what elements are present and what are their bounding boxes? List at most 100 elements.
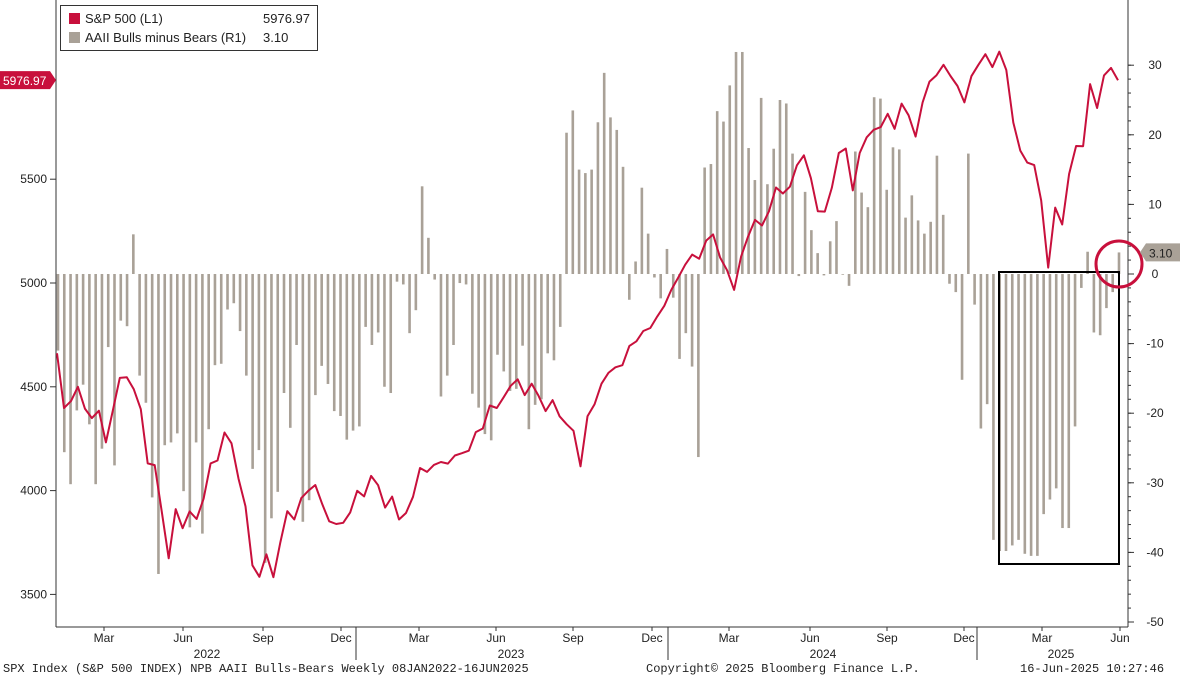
aaii-bar [584, 173, 587, 274]
aaii-bar [715, 111, 719, 274]
aaii-bar [276, 274, 280, 492]
aaii-bar [188, 274, 192, 528]
aaii-bar [157, 274, 160, 574]
aaii-bar [364, 274, 367, 327]
aaii-bar [973, 274, 976, 305]
aaii-bar [791, 153, 794, 274]
aaii-bar [75, 274, 79, 411]
aaii-bar [345, 274, 349, 440]
aaii-bar [992, 274, 995, 540]
aaii-bar [860, 192, 863, 274]
aaii-bar [697, 274, 700, 458]
right-tick-label: -40 [1146, 545, 1164, 559]
aaii-bar [1036, 274, 1039, 556]
x-month-label: Mar [1032, 631, 1053, 645]
aaii-last-tag-text: 3.10 [1149, 246, 1173, 260]
aaii-bar [81, 274, 85, 385]
aaii-bar [602, 72, 606, 274]
aaii-bar [590, 169, 593, 274]
aaii-bar [427, 237, 430, 274]
aaii-bar [772, 148, 776, 274]
aaii-bar [690, 274, 694, 367]
left-tick-label: 4500 [20, 380, 47, 394]
aaii-bar [471, 274, 474, 394]
aaii-bar [728, 85, 732, 274]
aaii-bar [741, 51, 744, 275]
aaii-bar [810, 230, 813, 274]
left-tick-label: 5500 [20, 172, 47, 186]
x-month-label: Dec [330, 631, 351, 645]
aaii-bar [489, 274, 493, 441]
spx-last-tag-text: 5976.97 [3, 74, 47, 88]
aaii-bar [734, 51, 738, 275]
legend-item-aaii: AAII Bulls minus Bears (R1) 3.10 [61, 28, 317, 47]
aaii-bar [326, 274, 330, 384]
aaii-bar [665, 248, 669, 274]
right-tick-label: 20 [1148, 128, 1162, 142]
aaii-bar [653, 274, 656, 278]
legend-swatch-aaii [69, 32, 80, 43]
aaii-bar [1023, 274, 1027, 554]
aaii-bar [232, 274, 236, 304]
legend-item-spx: S&P 500 (L1) 5976.97 [61, 9, 317, 28]
x-month-label: Sep [876, 631, 898, 645]
aaii-bar [954, 274, 958, 293]
aaii-bar [433, 274, 436, 280]
aaii-bar [948, 274, 951, 284]
aaii-bar [1105, 274, 1108, 309]
left-tick-label: 3500 [20, 587, 47, 601]
aaii-bar [477, 274, 480, 408]
aaii-bar [401, 274, 405, 285]
aaii-bar [263, 274, 267, 563]
aaii-bar [113, 274, 116, 466]
aaii-bar [245, 274, 248, 376]
highlight-box [998, 271, 1120, 565]
aaii-bar [929, 221, 932, 274]
x-month-label: Sep [252, 631, 274, 645]
aaii-bar [910, 195, 914, 274]
aaii-bar [784, 103, 788, 274]
footer-copyright: Copyright© 2025 Bloomberg Finance L.P. [646, 662, 920, 676]
aaii-bar [257, 274, 261, 451]
aaii-bar [182, 274, 185, 492]
aaii-bar [640, 187, 644, 274]
x-month-label: Jun [173, 631, 192, 645]
aaii-bar [1004, 274, 1008, 552]
aaii-bar [678, 274, 681, 359]
x-month-label: Jun [800, 631, 819, 645]
x-month-label: Sep [562, 631, 584, 645]
aaii-bar [1042, 274, 1045, 515]
footer-timestamp: 16-Jun-2025 10:27:46 [1020, 662, 1165, 676]
aaii-bar [941, 214, 945, 274]
aaii-bar [508, 274, 512, 391]
aaii-bar [100, 274, 104, 449]
aaii-bar [621, 166, 625, 274]
aaii-bar [521, 274, 524, 346]
aaii-bar [496, 274, 499, 355]
aaii-bar [194, 274, 198, 443]
left-tick-label: 5000 [20, 276, 47, 290]
aaii-bar [288, 274, 292, 428]
aaii-bar [169, 274, 173, 443]
right-tick-label: -10 [1146, 337, 1164, 351]
legend-label-spx: S&P 500 (L1) [85, 11, 163, 26]
x-month-label: Jun [486, 631, 505, 645]
aaii-bar [684, 274, 688, 334]
aaii-bar [439, 274, 443, 397]
aaii-bar [314, 274, 317, 396]
aaii-bar [483, 274, 487, 435]
aaii-bar [175, 274, 179, 434]
aaii-bar [339, 274, 342, 416]
aaii-bar [778, 100, 782, 274]
aaii-bar [615, 129, 619, 274]
aaii-bar [659, 274, 662, 299]
legend-value-aaii: 3.10 [263, 30, 289, 45]
x-month-label: Dec [641, 631, 662, 645]
aaii-bar [376, 274, 380, 333]
aaii-bar [828, 241, 832, 274]
aaii-bar [1048, 274, 1052, 500]
right-tick-label: 10 [1148, 197, 1162, 211]
aaii-bar [816, 253, 819, 274]
aaii-bar [803, 191, 807, 274]
